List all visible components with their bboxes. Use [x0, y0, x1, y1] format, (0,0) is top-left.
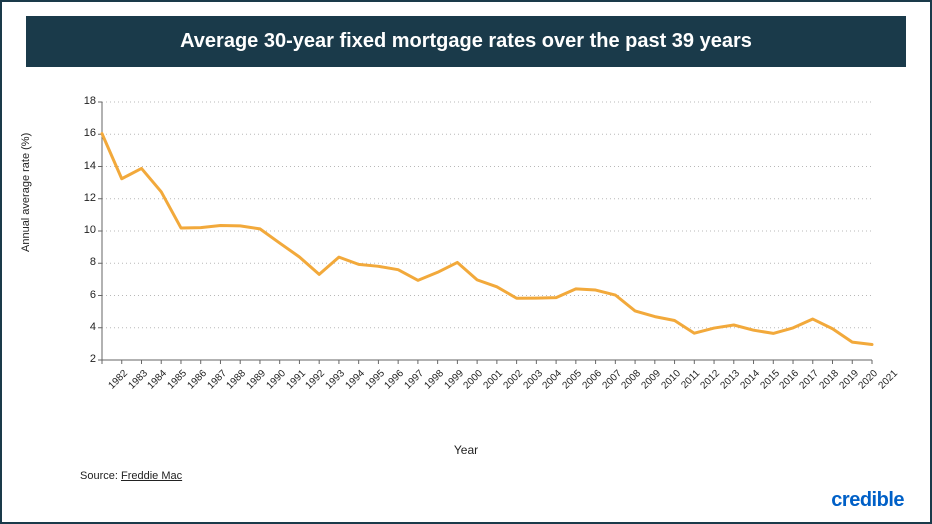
- y-tick-label: 8: [76, 256, 96, 268]
- y-tick-label: 14: [76, 160, 96, 172]
- y-tick-label: 12: [76, 192, 96, 204]
- source-link[interactable]: Freddie Mac: [121, 470, 182, 482]
- y-axis-label: Annual average rate (%): [20, 133, 32, 252]
- source-line: Source: Freddie Mac: [80, 470, 182, 482]
- chart-area: 2468101214161819821983198419851986198719…: [62, 92, 892, 412]
- y-tick-label: 10: [76, 224, 96, 236]
- source-label: Source:: [80, 470, 118, 482]
- chart-title: Average 30-year fixed mortgage rates ove…: [26, 16, 906, 67]
- y-tick-label: 16: [76, 127, 96, 139]
- x-axis-label: Year: [454, 443, 478, 457]
- y-tick-label: 18: [76, 95, 96, 107]
- y-tick-label: 4: [76, 321, 96, 333]
- chart-container: Average 30-year fixed mortgage rates ove…: [0, 0, 932, 524]
- brand-logo: credible: [831, 489, 904, 512]
- y-tick-label: 2: [76, 353, 96, 365]
- y-tick-label: 6: [76, 289, 96, 301]
- chart-svg: [62, 92, 892, 412]
